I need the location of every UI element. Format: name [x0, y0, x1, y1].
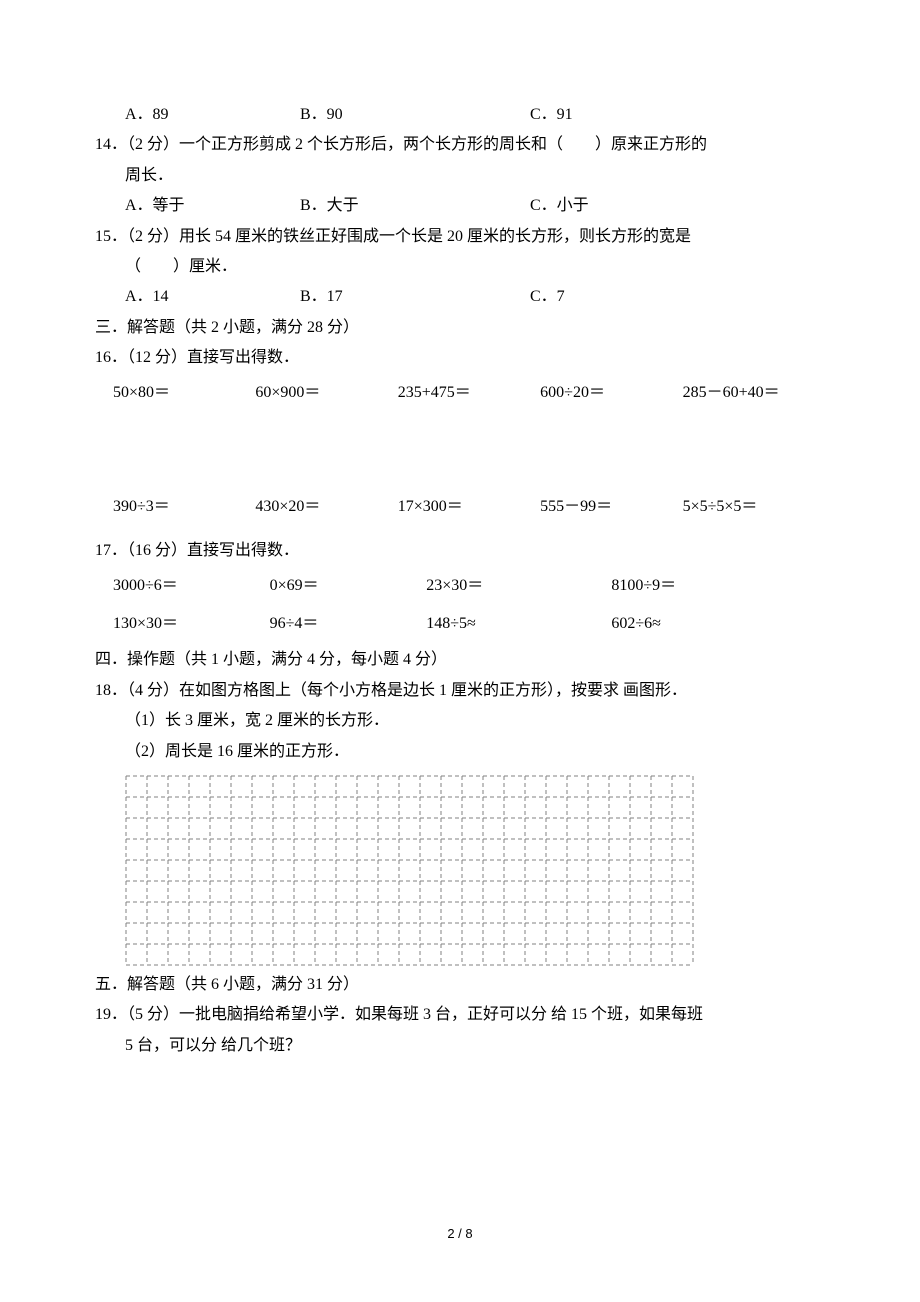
- q13-option-c: C．91: [530, 100, 825, 130]
- q19-line1: 19．（5 分）一批电脑捐给希望小学．如果每班 3 台，正好可以分 给 15 个…: [95, 1000, 825, 1030]
- q13-options: A．89 B．90 C．91: [95, 100, 825, 130]
- q15-blank: [141, 252, 173, 282]
- section-3-heading: 三．解答题（共 2 小题，满分 28 分）: [95, 313, 825, 343]
- q16-r2-c2: 430×20＝: [255, 492, 397, 522]
- q15-line1: 15．（2 分）用长 54 厘米的铁丝正好围成一个长是 20 厘米的长方形，则长…: [95, 222, 825, 252]
- q18-sub2: （2）周长是 16 厘米的正方形．: [95, 737, 825, 767]
- q15-line2-prefix: （: [125, 258, 141, 275]
- q14-line2: 周长．: [95, 161, 825, 191]
- q15-line2-suffix: ）厘米．: [173, 258, 237, 275]
- q14-option-c: C．小于: [530, 191, 825, 221]
- q19-line2: 5 台，可以分 给几个班？: [95, 1031, 825, 1061]
- q17-row2: 130×30＝ 96÷4＝ 148÷5≈ 602÷6≈: [95, 609, 825, 639]
- section-5-heading: 五．解答题（共 6 小题，满分 31 分）: [95, 970, 825, 1000]
- q16-r2-c1: 390÷3＝: [113, 492, 255, 522]
- q16-r1-c3: 235+475＝: [398, 378, 540, 408]
- q15-option-a: A．14: [125, 282, 300, 312]
- page-number: 2 / 8: [0, 1222, 920, 1247]
- q14-text-prefix: 14．（2 分）一个正方形剪成 2 个长方形后，两个长方形的周长和（: [95, 136, 563, 153]
- q16-r1-c5: 285－60+40＝: [683, 378, 825, 408]
- q17-row1: 3000÷6＝ 0×69＝ 23×30＝ 8100÷9＝: [95, 571, 825, 601]
- q17-title: 17．（16 分）直接写出得数．: [95, 536, 825, 566]
- q16-r1-c4: 600÷20＝: [540, 378, 682, 408]
- q17-r1-c1: 3000÷6＝: [113, 571, 270, 601]
- q15-option-c: C．7: [530, 282, 825, 312]
- q15-line2: （ ）厘米．: [95, 252, 825, 282]
- q18-title: 18．（4 分）在如图方格图上（每个小方格是边长 1 厘米的正方形），按要求 画…: [95, 676, 825, 706]
- q16-title: 16．（12 分）直接写出得数．: [95, 343, 825, 373]
- q16-row1: 50×80＝ 60×900＝ 235+475＝ 600÷20＝ 285－60+4…: [95, 378, 825, 408]
- q16-r2-c4: 555－99＝: [540, 492, 682, 522]
- q18-sub1: （1）长 3 厘米，宽 2 厘米的长方形．: [95, 706, 825, 736]
- q14-option-b: B．大于: [300, 191, 530, 221]
- q17-r2-c2: 96÷4＝: [270, 609, 427, 639]
- q14-option-a: A．等于: [125, 191, 300, 221]
- q15-options: A．14 B．17 C．7: [95, 282, 825, 312]
- q17-r2-c3: 148÷5≈: [426, 609, 611, 639]
- q17-r2-c1: 130×30＝: [113, 609, 270, 639]
- q16-r2-c3: 17×300＝: [398, 492, 540, 522]
- q16-r2-c5: 5×5÷5×5＝: [683, 492, 825, 522]
- q14-text-suffix: ）原来正方形的: [595, 136, 707, 153]
- q16-r1-c2: 60×900＝: [255, 378, 397, 408]
- q16-row2: 390÷3＝ 430×20＝ 17×300＝ 555－99＝ 5×5÷5×5＝: [95, 492, 825, 522]
- q17-r1-c2: 0×69＝: [270, 571, 427, 601]
- q15-option-b: B．17: [300, 282, 530, 312]
- section-4-heading: 四．操作题（共 1 小题，满分 4 分，每小题 4 分）: [95, 645, 825, 675]
- q16-r1-c1: 50×80＝: [113, 378, 255, 408]
- q17-r2-c4: 602÷6≈: [611, 609, 782, 639]
- q17-r1-c3: 23×30＝: [426, 571, 611, 601]
- q13-option-a: A．89: [125, 100, 300, 130]
- grid-svg: [125, 775, 694, 966]
- q14: 14．（2 分）一个正方形剪成 2 个长方形后，两个长方形的周长和（ ）原来正方…: [95, 130, 825, 160]
- q17-r1-c4: 8100÷9＝: [611, 571, 782, 601]
- q14-options: A．等于 B．大于 C．小于: [95, 191, 825, 221]
- q13-option-b: B．90: [300, 100, 530, 130]
- q18-grid: [125, 775, 825, 966]
- q14-blank: [563, 130, 595, 160]
